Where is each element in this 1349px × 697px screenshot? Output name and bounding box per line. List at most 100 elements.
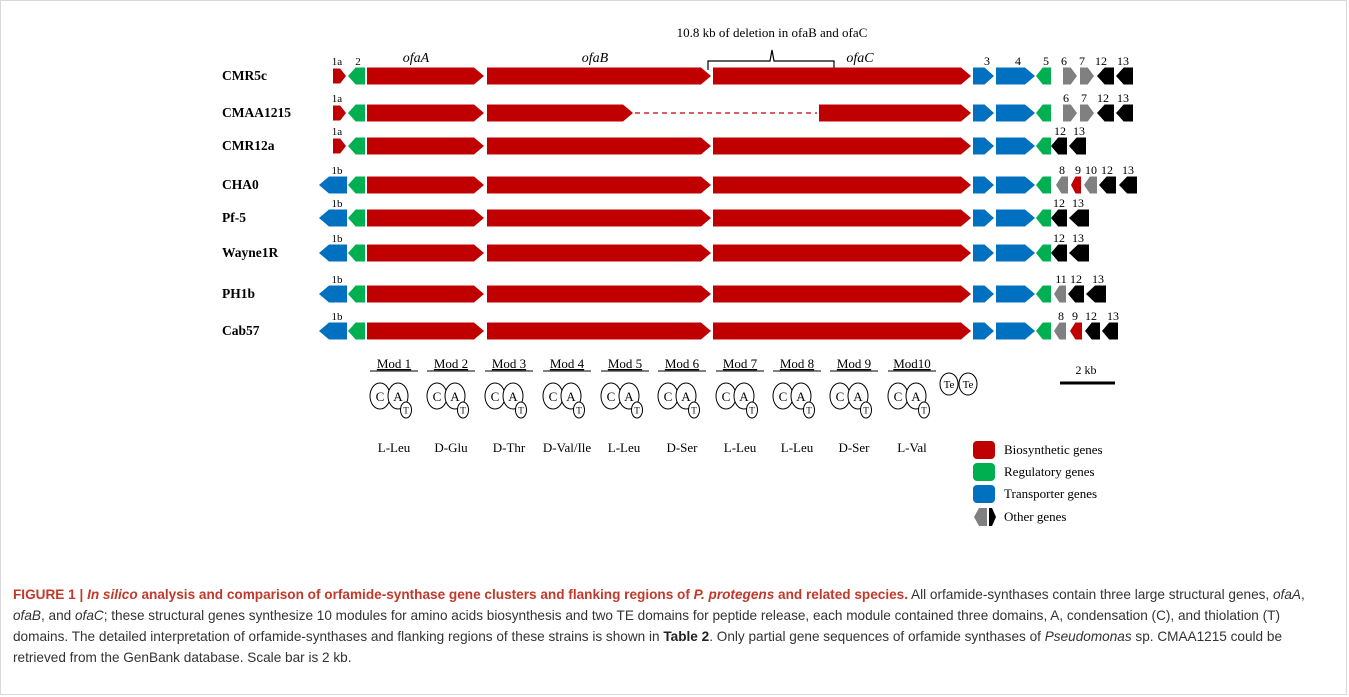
flank-gene — [1097, 67, 1114, 85]
domain-a-label: A — [393, 389, 403, 404]
module-label: Mod10 — [893, 356, 931, 371]
gene-number: 13 — [1072, 231, 1084, 245]
domain-t-label: T — [921, 406, 927, 416]
gene-number: 3 — [984, 54, 990, 68]
gene-number: 12 — [1097, 91, 1109, 105]
amino-acid-label: D-Ser — [666, 440, 698, 455]
domain-te — [939, 372, 959, 396]
gene-number: 11 — [1055, 272, 1067, 286]
domain-t-label: T — [749, 406, 755, 416]
gene-4 — [996, 176, 1035, 194]
gene-number: 7 — [1079, 54, 1085, 68]
gene-number: 12 — [1053, 231, 1065, 245]
caption-gene-ofaA: ofaA — [1272, 587, 1301, 602]
domain-a — [733, 382, 755, 410]
gene-ofaC — [713, 244, 971, 262]
domain-t-label: T — [691, 406, 697, 416]
gene-5 — [1036, 322, 1051, 340]
gene-number: 1b — [332, 274, 344, 286]
domain-a — [847, 382, 869, 410]
gene-1b — [319, 176, 347, 194]
ofaA-label: ofaA — [403, 51, 430, 66]
legend-swatch — [973, 441, 995, 459]
strain-row: Cab57 1b 8 9 12 13 — [222, 309, 1119, 340]
legend-label: Biosynthetic genes — [1004, 442, 1103, 457]
gene-2 — [348, 67, 365, 85]
flank-gene — [1086, 285, 1106, 303]
gene-number: 13 — [1072, 196, 1084, 210]
domain-t-label: T — [576, 406, 582, 416]
flank-gene — [1069, 244, 1089, 262]
flank-gene — [1070, 322, 1082, 340]
domain-a-label: A — [853, 389, 863, 404]
legend-swatch — [973, 463, 995, 481]
legend-swatch — [973, 485, 995, 503]
domain-a — [444, 382, 466, 410]
gene-4 — [996, 244, 1035, 262]
caption-gene-ofaB: ofaB — [13, 608, 41, 623]
domain-c-label: C — [664, 389, 673, 404]
gene-number: 1a — [332, 126, 343, 138]
amino-acid-label: L-Val — [897, 440, 927, 455]
gene-number: 1a — [332, 56, 343, 68]
figure-label: FIGURE 1 | — [13, 587, 84, 602]
amino-acid-label: L-Leu — [608, 440, 641, 455]
gene-3 — [973, 322, 994, 340]
gene-ofaC — [713, 322, 971, 340]
deletion-bracket — [707, 49, 835, 70]
domain-c-label: C — [433, 389, 442, 404]
gene-number: 7 — [1081, 91, 1087, 105]
gene-ofaC — [713, 285, 971, 303]
strain-row: Pf-5 1b 12 13 — [222, 196, 1089, 227]
gene-number: 12 — [1053, 196, 1065, 210]
gene-ofaC — [713, 67, 971, 85]
domain-t-label: T — [460, 406, 466, 416]
gene-ofaB — [487, 137, 711, 155]
domain-a — [790, 382, 812, 410]
gene-3 — [973, 176, 994, 194]
gene-2 — [348, 285, 365, 303]
domain-t — [573, 401, 585, 419]
legend: Biosynthetic genes Regulatory genes Transp… — [973, 441, 1103, 526]
flank-gene — [1051, 137, 1067, 155]
domain-a — [387, 382, 409, 410]
gene-1b — [319, 322, 347, 340]
gene-number: 2 — [355, 56, 361, 68]
gene-number: 5 — [1043, 54, 1049, 68]
caption-text-1: All orfamide-synthases contain three lar… — [911, 587, 1270, 602]
domain-a-label: A — [681, 389, 691, 404]
strain-name: CHA0 — [222, 177, 259, 192]
module-label: Mod 8 — [780, 356, 814, 371]
gene-ofaB — [487, 209, 711, 227]
gene-number: 12 — [1101, 163, 1113, 177]
gene-2 — [348, 104, 365, 122]
gene-number: 8 — [1059, 163, 1065, 177]
gene-5 — [1036, 137, 1051, 155]
strain-row: CHA0 1b 8 9 10 12 13 — [222, 163, 1137, 194]
gene-number: 13 — [1092, 272, 1104, 286]
domain-a-label: A — [624, 389, 634, 404]
strain-row: CMAA1215 1a 6 7 12 13 — [222, 91, 1133, 122]
gene-number: 13 — [1122, 163, 1134, 177]
flank-gene — [1054, 322, 1066, 340]
domain-t — [918, 401, 930, 419]
domain-a — [560, 382, 582, 410]
flank-gene — [1063, 104, 1077, 122]
gene-ofaA — [367, 209, 484, 227]
flank-gene — [1054, 285, 1066, 303]
domain-c-label: C — [376, 389, 385, 404]
domain-t — [860, 401, 872, 419]
gene-ofaB — [487, 176, 711, 194]
gene-ofaA — [367, 244, 484, 262]
caption-gene-ofaC: ofaC — [74, 608, 104, 623]
strain-name: Cab57 — [222, 323, 260, 338]
domain-t — [688, 401, 700, 419]
amino-acid-label: D-Glu — [434, 440, 468, 455]
gene-number: 12 — [1070, 272, 1082, 286]
legend-label: Regulatory genes — [1004, 464, 1095, 479]
domain-t-label: T — [806, 406, 812, 416]
domain-c-label: C — [491, 389, 500, 404]
gene-1a — [333, 138, 346, 154]
